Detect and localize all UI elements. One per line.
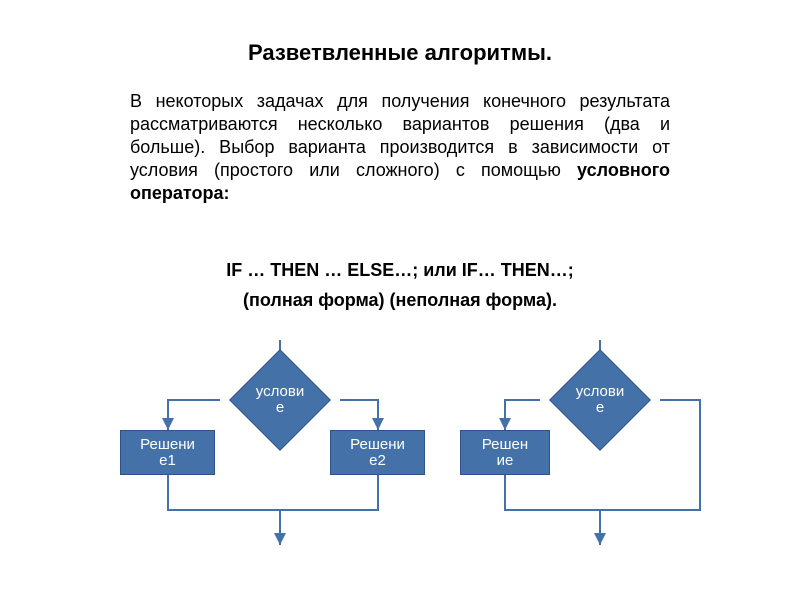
- diamond-label: услови е: [220, 370, 340, 430]
- flow-line: [505, 400, 540, 430]
- flow-line: [340, 400, 378, 430]
- intro-paragraph: В некоторых задачах для получения конечн…: [130, 90, 670, 205]
- slide: Разветвленные алгоритмы. В некоторых зад…: [0, 0, 800, 600]
- syntax-line-1: IF … THEN … ELSE…; или IF… THEN…;: [130, 260, 670, 281]
- flow-line: [505, 475, 600, 510]
- flow-line: [280, 475, 378, 510]
- short-sol: Решен ие: [460, 430, 550, 475]
- short-cond: услови е: [540, 370, 660, 430]
- page-title: Разветвленные алгоритмы.: [0, 40, 800, 66]
- full-cond: услови е: [220, 370, 340, 430]
- syntax-line-2: (полная форма) (неполная форма).: [130, 290, 670, 311]
- full-sol1: Решени е1: [120, 430, 215, 475]
- flow-line: [168, 475, 280, 510]
- full-sol2: Решени е2: [330, 430, 425, 475]
- diamond-label: услови е: [540, 370, 660, 430]
- flow-line: [168, 400, 220, 430]
